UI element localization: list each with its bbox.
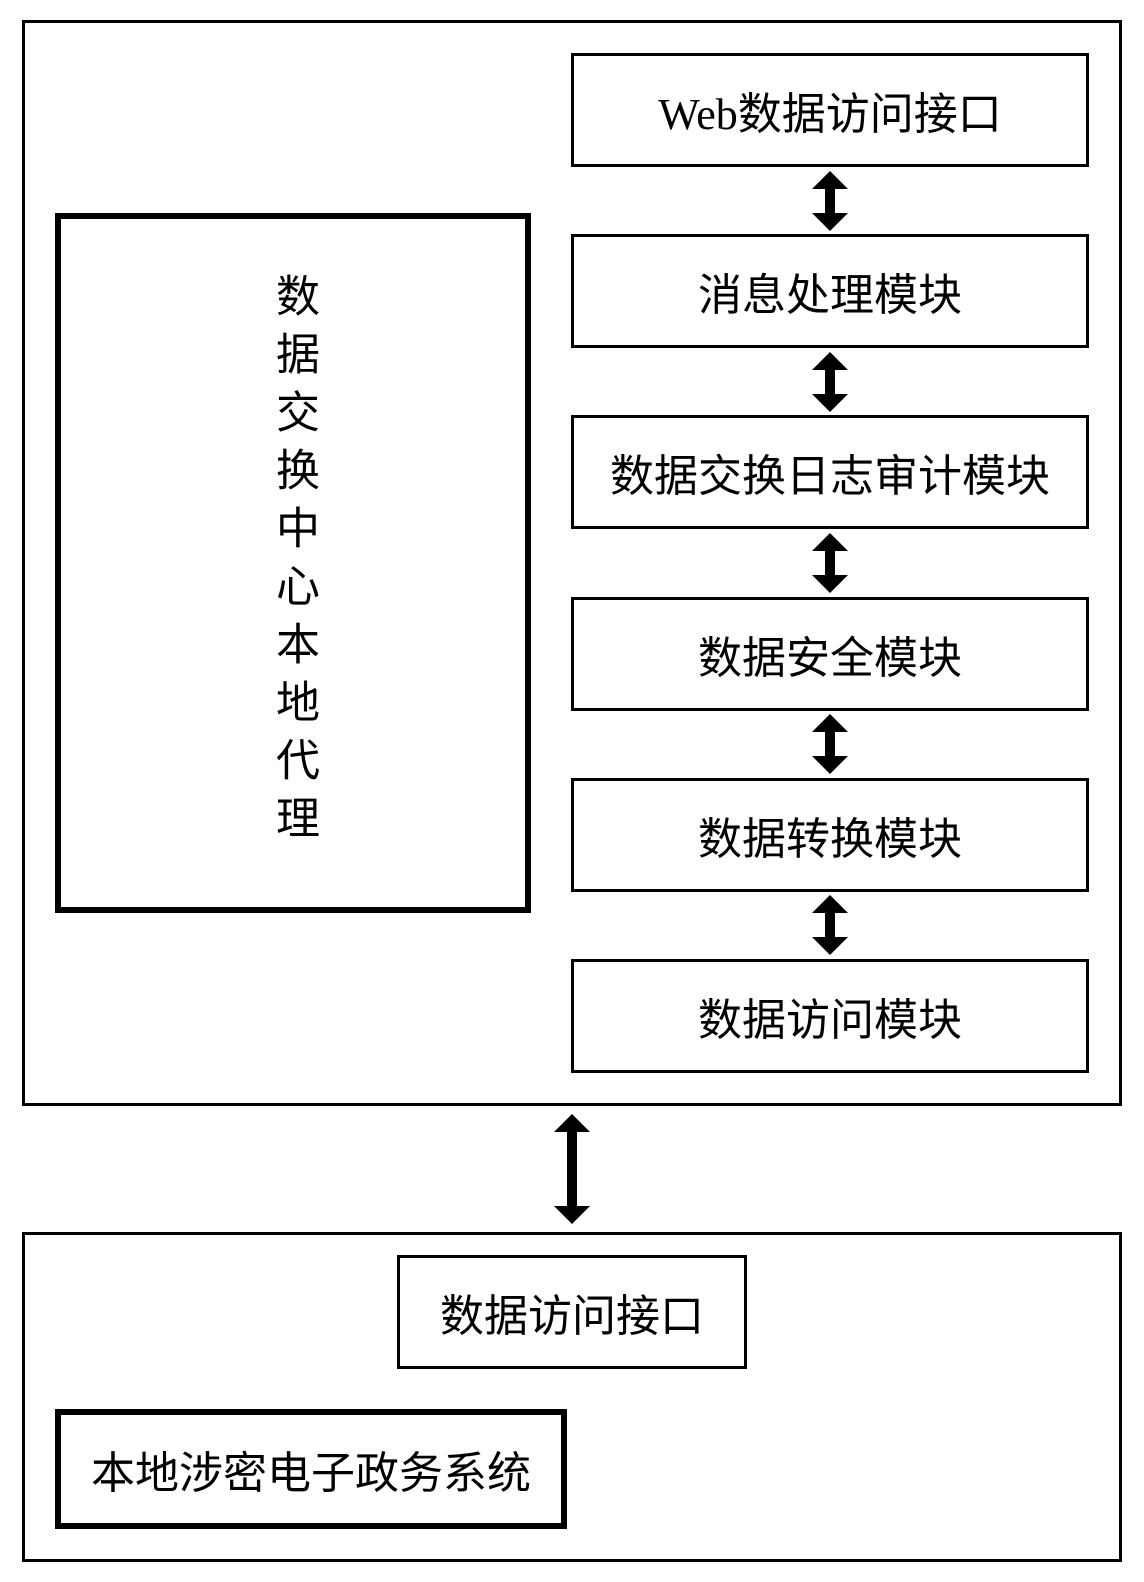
double-arrow-icon — [808, 352, 852, 412]
connector-arrow-between — [22, 1114, 1122, 1224]
module-box: 消息处理模块 — [571, 234, 1089, 348]
side-label: 数据交换中心本地代理 — [271, 273, 315, 853]
double-arrow-icon — [808, 171, 852, 231]
module-box: 数据访问模块 — [571, 959, 1089, 1073]
double-arrow-icon — [808, 895, 852, 955]
lower-outer-box: 数据访问接口 本地涉密电子政务系统 — [22, 1232, 1122, 1562]
double-arrow-icon — [808, 533, 852, 593]
side-label-box: 数据交换中心本地代理 — [55, 213, 531, 913]
modules-column: Web数据访问接口消息处理模块数据交换日志审计模块数据安全模块数据转换模块数据访… — [571, 43, 1089, 1083]
module-box: 数据安全模块 — [571, 597, 1089, 711]
module-box: 数据转换模块 — [571, 778, 1089, 892]
double-arrow-icon — [808, 714, 852, 774]
lower-inner-box: 数据访问接口 — [397, 1255, 747, 1369]
upper-outer-box: 数据交换中心本地代理 Web数据访问接口消息处理模块数据交换日志审计模块数据安全… — [22, 20, 1122, 1106]
module-box: Web数据访问接口 — [571, 53, 1089, 167]
module-box: 数据交换日志审计模块 — [571, 415, 1089, 529]
lower-title-box: 本地涉密电子政务系统 — [55, 1409, 567, 1529]
